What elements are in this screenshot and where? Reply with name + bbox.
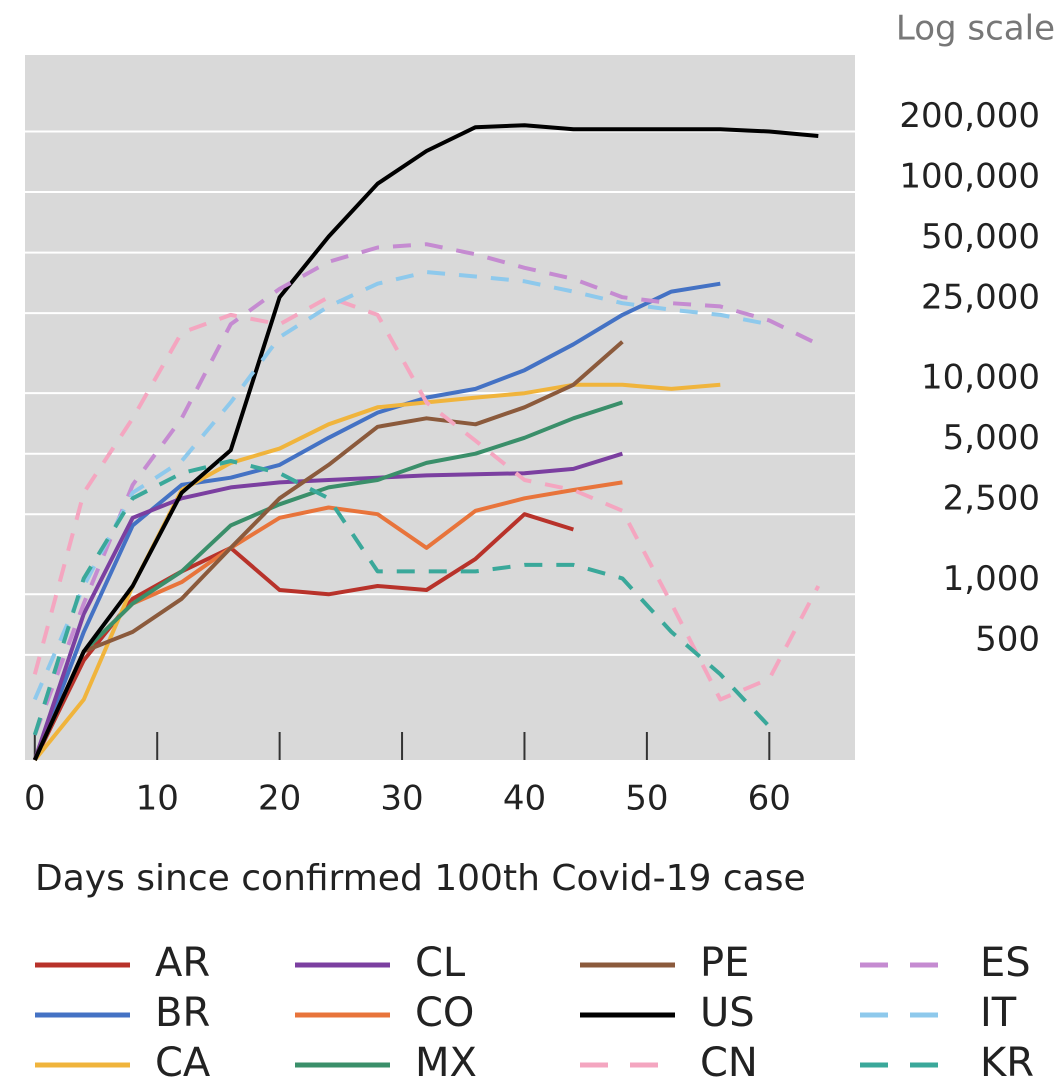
legend-label: CL (415, 940, 466, 986)
y-tick-label: 25,000 (921, 278, 1040, 318)
plot-background (25, 55, 855, 760)
x-tick-label: 60 (748, 779, 791, 819)
series-line (32, 270, 770, 701)
legend-label: PE (700, 940, 749, 986)
series-line (32, 340, 624, 761)
x-tick-label: 20 (258, 779, 301, 819)
series-line (32, 459, 771, 736)
legend-label: CN (700, 1040, 758, 1086)
y-tick-label: 2,500 (943, 479, 1040, 519)
series-line (32, 242, 820, 736)
legend-label: IT (980, 990, 1017, 1036)
x-tick-label: 30 (380, 779, 423, 819)
series-line (32, 451, 623, 761)
legend-label: MX (415, 1040, 477, 1086)
y-tick-label: 50,000 (921, 217, 1040, 257)
y-tick-label: 1,000 (943, 559, 1040, 599)
y-tick-label: 200,000 (899, 96, 1040, 136)
legend-label: ES (980, 940, 1031, 986)
y-tick-label: 100,000 (899, 157, 1040, 197)
series-line (32, 400, 624, 761)
y-tick-label: 10,000 (921, 358, 1040, 398)
x-tick-label: 0 (24, 779, 46, 819)
legend-label: US (700, 990, 755, 1036)
x-tick-label: 50 (625, 779, 668, 819)
legend-label: KR (980, 1040, 1034, 1086)
y-tick-label: 5,000 (943, 418, 1040, 458)
legend-label: CA (155, 1040, 211, 1086)
legend-label: CO (415, 990, 474, 1036)
x-tick-label: 40 (503, 779, 546, 819)
x-tick-label: 10 (136, 779, 179, 819)
series-line (32, 295, 821, 702)
y-tick-label: 500 (975, 619, 1040, 659)
x-axis-title: Days since confirmed 100th Covid-19 case (35, 858, 806, 899)
legend-label: BR (155, 990, 210, 1036)
series-line (32, 123, 819, 761)
legend-label: AR (155, 940, 210, 986)
scale-note: Log scale (896, 9, 1055, 49)
